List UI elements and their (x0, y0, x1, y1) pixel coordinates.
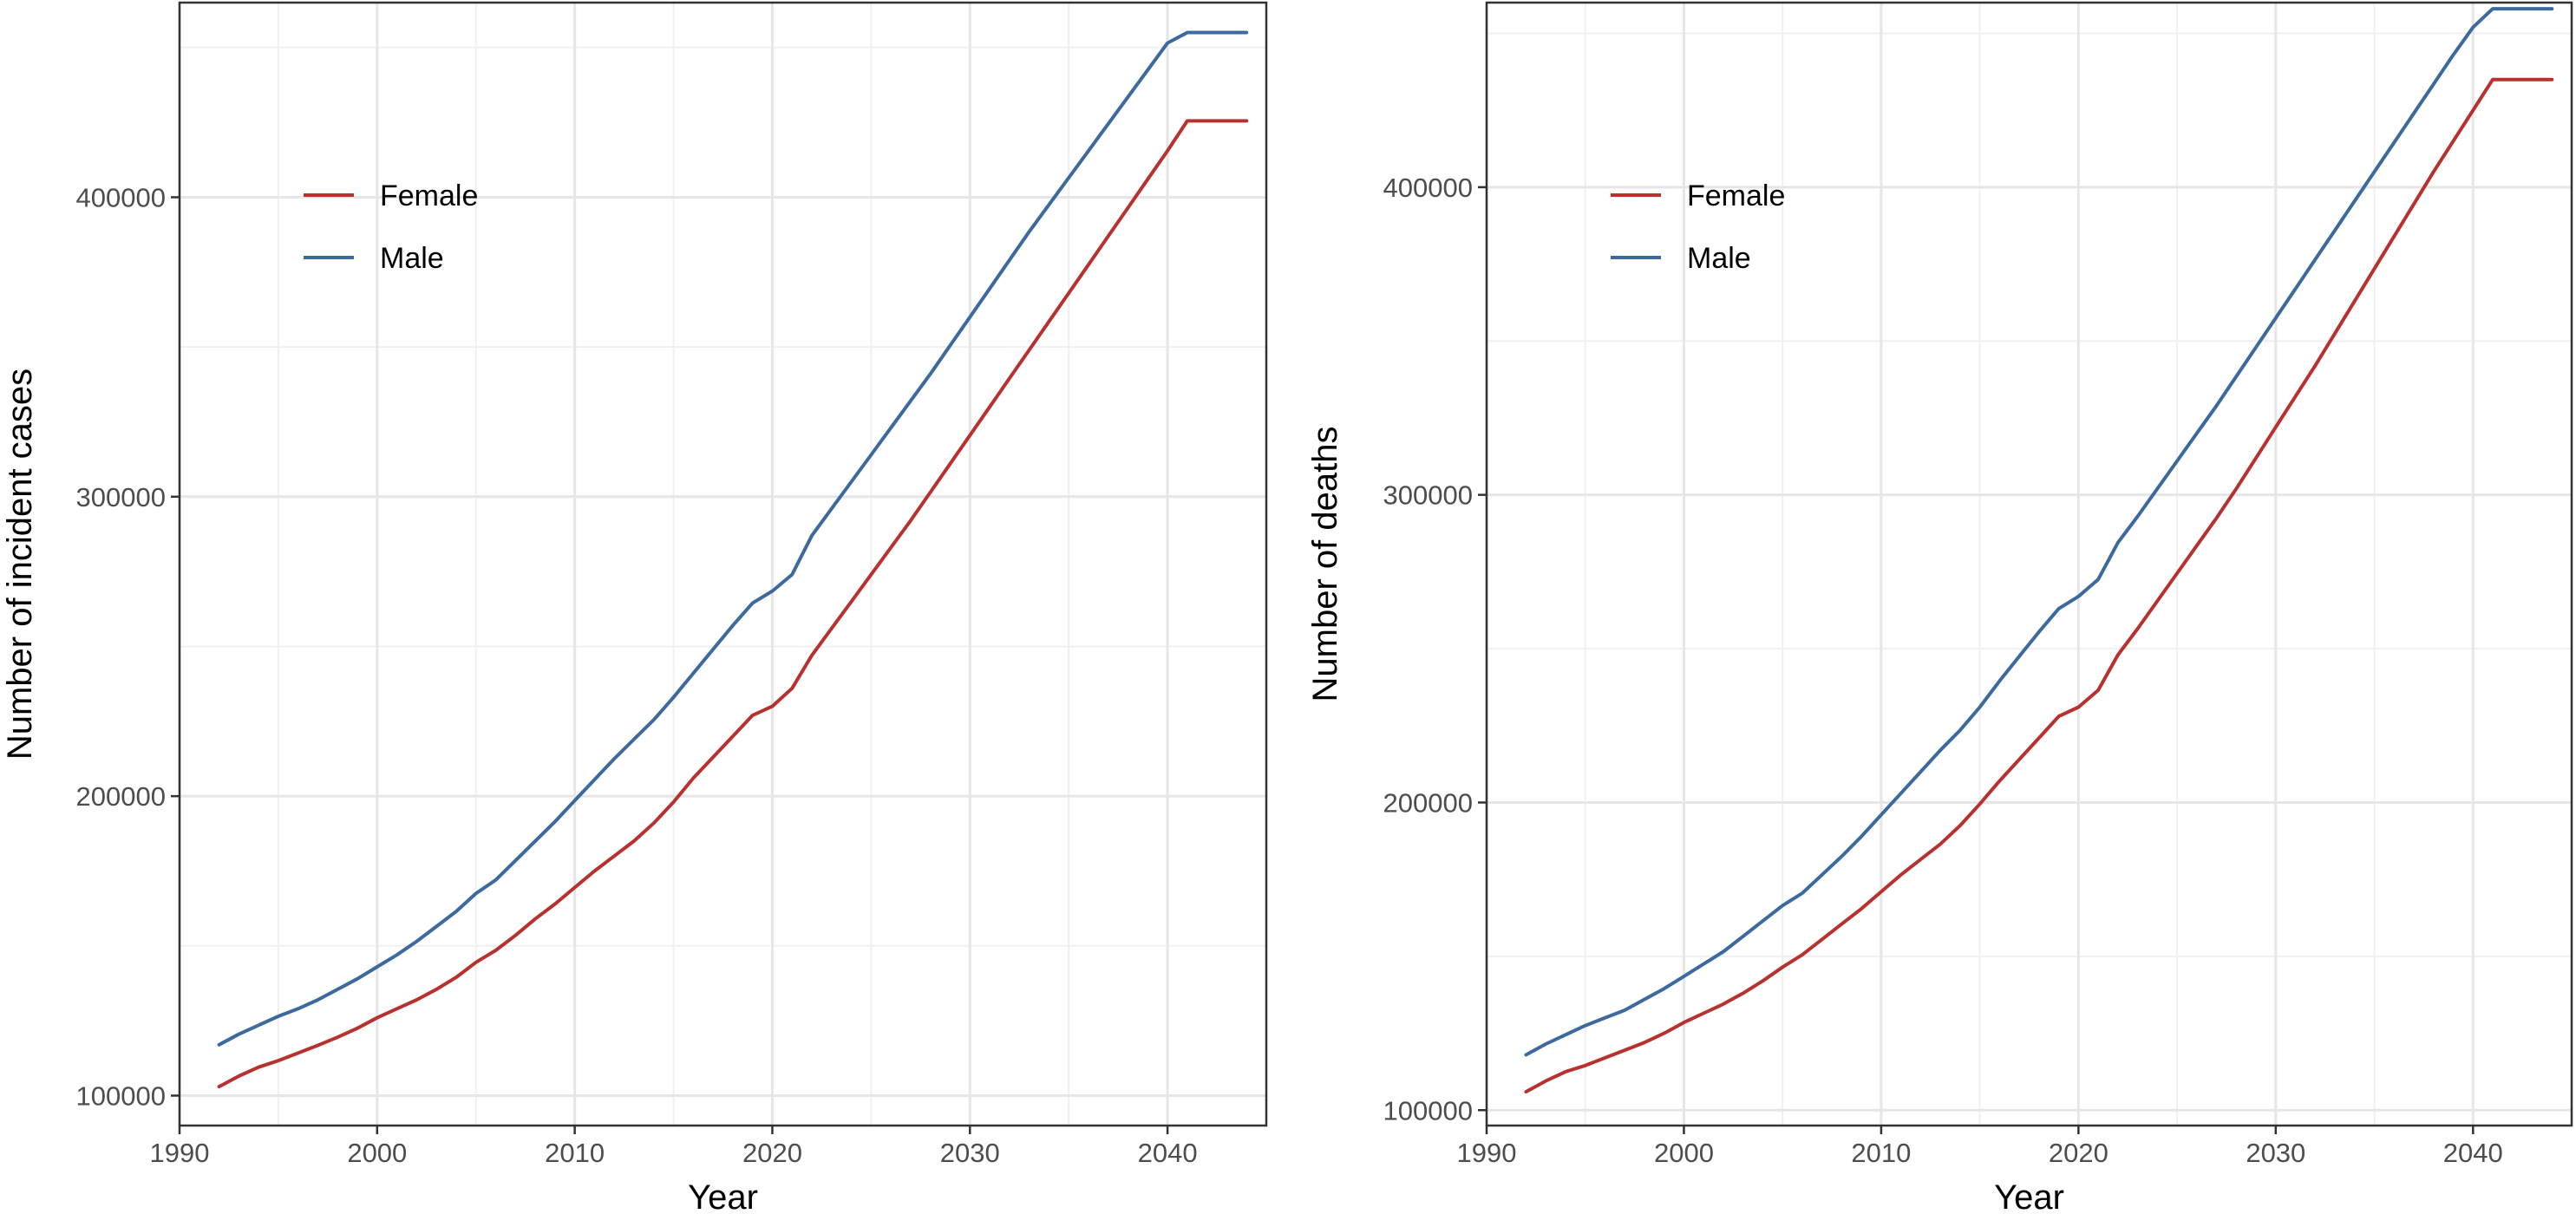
x-tick-label: 2020 (742, 1138, 802, 1168)
legend-label-male: Male (380, 242, 444, 275)
y-tick-label: 200000 (76, 781, 166, 812)
x-tick-label: 1990 (150, 1138, 210, 1168)
y-tick-label: 100000 (76, 1080, 166, 1111)
y-tick-label: 100000 (1383, 1095, 1473, 1126)
panel-border (178, 1, 1268, 1127)
x-tick-label: 1990 (1457, 1138, 1517, 1168)
x-axis-title: Year (688, 1178, 758, 1214)
x-tick-label: 2040 (1138, 1138, 1198, 1168)
x-tick-label: 2000 (347, 1138, 407, 1168)
legend-label-female: Female (380, 179, 478, 212)
x-axis-title: Year (1994, 1178, 2064, 1214)
y-tick-label: 300000 (1383, 480, 1473, 511)
panel-border (1485, 1, 2573, 1127)
y-tick-label: 400000 (76, 182, 166, 212)
y-tick-label: 400000 (1383, 173, 1473, 203)
plot-background (180, 3, 1266, 1126)
x-tick-label: 2030 (2246, 1138, 2305, 1168)
series-line-male (217, 30, 1249, 1047)
y-axis-title: Number of incident cases (1, 369, 39, 760)
legend-label-female: Female (1687, 179, 1785, 212)
x-tick-label: 2010 (545, 1138, 605, 1168)
x-tick-label: 2040 (2443, 1138, 2503, 1168)
deaths-chart: 1990 2000 2010 2020 2030 2040 100000 200000 3000… (1306, 1, 2573, 1214)
x-tick-label: 2000 (1654, 1138, 1714, 1168)
x-tick-label: 2020 (2049, 1138, 2109, 1168)
x-tick-label: 2030 (940, 1138, 1000, 1168)
series-line-male (1524, 7, 2554, 1057)
y-axis-title: Number of deaths (1306, 427, 1344, 702)
series-line-female (217, 119, 1249, 1089)
plot-background (1487, 3, 2572, 1126)
y-tick-label: 200000 (1383, 787, 1473, 818)
x-tick-label: 2010 (1851, 1138, 1911, 1168)
legend-label-male: Male (1687, 242, 1751, 275)
y-tick-label: 300000 (76, 482, 166, 512)
series-line-female (1524, 77, 2554, 1093)
incident-cases-chart: 1990 2000 2010 2020 2030 2040 100000 200000 3000… (1, 1, 1268, 1214)
